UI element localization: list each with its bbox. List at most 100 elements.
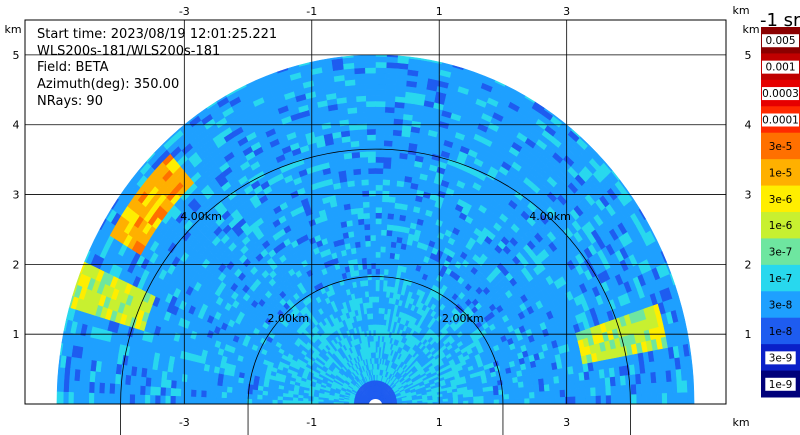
- scan-cell: [390, 162, 399, 170]
- scan-cell: [380, 234, 387, 242]
- scan-cell: [354, 73, 366, 80]
- scan-cell: [365, 95, 376, 102]
- scan-cell: [385, 67, 398, 75]
- scan-cell: [569, 380, 576, 390]
- scan-cell: [656, 381, 663, 394]
- scan-cell: [539, 390, 546, 398]
- scan-cell: [656, 392, 663, 404]
- scan-cell: [375, 324, 379, 331]
- scan-cell: [375, 229, 382, 236]
- scan-cell: [369, 218, 376, 225]
- scan-cell: [640, 383, 648, 395]
- scan-cell: [534, 391, 541, 399]
- scan-cell: [585, 387, 592, 397]
- scan-cell: [392, 219, 400, 226]
- scan-cell: [389, 246, 396, 254]
- scan-cell: [388, 257, 395, 265]
- scan-cell: [375, 106, 386, 113]
- scan-cell: [508, 393, 515, 400]
- scan-cell: [370, 257, 376, 264]
- scan-cell: [390, 151, 400, 159]
- scan-cell: [375, 139, 385, 147]
- scan-cell: [468, 399, 474, 404]
- scan-cell: [359, 235, 366, 242]
- scan-cell: [389, 252, 396, 260]
- scan-cell: [356, 207, 364, 214]
- scan-cell: [384, 95, 396, 102]
- scan-cell: [360, 173, 369, 180]
- scan-cell: [375, 195, 383, 202]
- scan-cell: [382, 167, 391, 175]
- scan-cell: [372, 307, 376, 314]
- scan-cell: [354, 78, 366, 86]
- scan-cell: [646, 382, 653, 394]
- scan-cell: [549, 390, 556, 398]
- scan-cell: [387, 207, 395, 214]
- scan-cell: [523, 386, 530, 393]
- scan-cell: [358, 229, 365, 237]
- scan-cell: [605, 394, 612, 404]
- scan-cell: [367, 167, 376, 174]
- scan-cell: [379, 251, 386, 258]
- scan-cell: [389, 173, 398, 181]
- scan-cell: [538, 384, 545, 392]
- scan-cell: [365, 106, 376, 113]
- scan-cell: [375, 156, 384, 163]
- scan-cell: [615, 394, 622, 404]
- scan-cell: [383, 128, 394, 136]
- scan-cell: [382, 184, 390, 192]
- scan-cell: [366, 123, 376, 130]
- scan-cell: [369, 229, 376, 236]
- scan-cell: [372, 324, 376, 331]
- scan-cell: [371, 290, 376, 297]
- scan-cell: [579, 387, 586, 397]
- scan-cell: [522, 380, 530, 388]
- scan-cell: [378, 307, 382, 314]
- scan-cell: [367, 279, 372, 286]
- scan-cell: [359, 156, 369, 164]
- scan-cell: [503, 393, 510, 400]
- scan-cell: [385, 240, 392, 248]
- scan-cell: [364, 240, 371, 247]
- scan-cell: [363, 223, 371, 231]
- scan-cell: [548, 383, 556, 391]
- scan-cell: [646, 393, 653, 404]
- scan-cell: [518, 386, 525, 394]
- scan-cell: [351, 157, 361, 165]
- scan-cell: [375, 134, 385, 141]
- scan-cell: [681, 379, 688, 393]
- scan-cell: [370, 240, 376, 247]
- scan-cell: [375, 151, 384, 158]
- scan-cell: [366, 139, 376, 147]
- scan-cell: [364, 67, 376, 74]
- scan-cell: [375, 72, 387, 80]
- scan-cell: [503, 398, 510, 404]
- scan-cell: [385, 84, 397, 91]
- scan-cell: [388, 185, 397, 192]
- scan-cell: [367, 173, 376, 180]
- scan-cell: [610, 394, 617, 404]
- scan-cell: [375, 218, 382, 225]
- scan-cell: [365, 100, 376, 108]
- scan-cell: [368, 195, 376, 202]
- scan-cell: [498, 398, 505, 404]
- scan-cell: [368, 206, 376, 214]
- scan-cell: [383, 151, 392, 158]
- scan-cell: [362, 268, 368, 276]
- scan-cell: [352, 162, 361, 170]
- scan-cell: [349, 129, 359, 137]
- scan-cell: [630, 373, 637, 385]
- scan-cell: [605, 385, 612, 396]
- scan-cell: [377, 324, 381, 331]
- scan-cell: [381, 190, 390, 197]
- scan-cell: [375, 167, 384, 174]
- scan-cell: [363, 212, 370, 219]
- scan-cell: [528, 385, 535, 393]
- scan-cell: [378, 296, 383, 303]
- scan-cell: [389, 179, 398, 187]
- scan-cell: [508, 398, 515, 404]
- scan-cell: [368, 296, 373, 303]
- scan-cell: [371, 296, 376, 303]
- scan-cell: [375, 329, 379, 336]
- scan-cell: [364, 78, 376, 85]
